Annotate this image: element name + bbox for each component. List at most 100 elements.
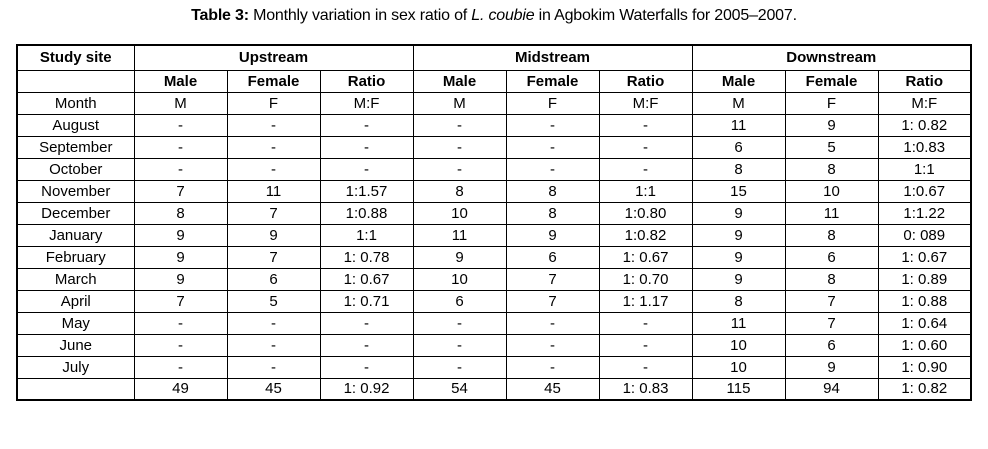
table-row-november: November 7 11 1:1.57 8 8 1:1 15 10 1:0.67 <box>16 179 972 203</box>
month-cell: November <box>16 179 135 203</box>
cell-downstream-ratio: 1:1 <box>877 157 972 181</box>
cell-downstream-female: 9 <box>784 113 879 137</box>
table-row-august: August - - - - - -11 9 1: 0.82 <box>16 113 972 137</box>
cell-upstream-female: 7 <box>226 245 321 269</box>
cell-upstream-ratio: 1: 0.67 <box>319 267 414 291</box>
cell-midstream-female: - <box>505 333 600 357</box>
header-upstream-male: Male <box>133 69 228 93</box>
header-month-label: Month <box>16 91 135 115</box>
cell-downstream-female: 9 <box>784 355 879 379</box>
cell-downstream-male: 9 <box>691 245 786 269</box>
cell-midstream-ratio: - <box>598 113 693 137</box>
cell-upstream-female: 9 <box>226 223 321 247</box>
header-midstream-female: Female <box>505 69 600 93</box>
cell-upstream-ratio: - <box>319 311 414 335</box>
cell-downstream-ratio: 1: 0.64 <box>877 311 972 335</box>
cell-downstream-ratio: 1:1.22 <box>877 201 972 225</box>
cell-upstream-female: - <box>226 135 321 159</box>
cell-downstream-male: 8 <box>691 157 786 181</box>
cell-downstream-ratio: 1: 0.90 <box>877 355 972 379</box>
cell-downstream-male: 9 <box>691 223 786 247</box>
cell-downstream-ratio: 0: 089 <box>877 223 972 247</box>
header-downstream-ratio: Ratio <box>877 69 972 93</box>
cell-midstream-female: 9 <box>505 223 600 247</box>
header-study-site: Study site <box>16 44 135 71</box>
cell-upstream-female: - <box>226 355 321 379</box>
cell-downstream-ratio: 1: 0.88 <box>877 289 972 313</box>
cell-upstream-ratio: - <box>319 355 414 379</box>
cell-midstream-female: 6 <box>505 245 600 269</box>
table-row-june: June - - - - - -10 6 1: 0.60 <box>16 333 972 357</box>
cell-midstream-female: - <box>505 113 600 137</box>
cell-downstream-female: 6 <box>784 245 879 269</box>
month-cell: September <box>16 135 135 159</box>
cell-upstream-male: 9 <box>133 223 228 247</box>
header-row-groups: Study site Upstream Midstream Downstream <box>16 44 972 71</box>
month-cell: July <box>16 355 135 379</box>
cell-upstream-male: - <box>133 157 228 181</box>
cell-downstream-ratio: 1: 0.82 <box>877 377 972 401</box>
table-row-september: September - - - - - -6 5 1:0.83 <box>16 135 972 159</box>
unit-downstream-ratio: M:F <box>877 91 972 115</box>
cell-downstream-ratio: 1: 0.82 <box>877 113 972 137</box>
cell-midstream-male: 10 <box>412 267 507 291</box>
table-row-december: December 8 7 1:0.88 10 8 1:0.80 9 11 1:1.22 <box>16 201 972 225</box>
cell-midstream-male: - <box>412 355 507 379</box>
header-downstream-female: Female <box>784 69 879 93</box>
cell-midstream-female: 8 <box>505 201 600 225</box>
cell-upstream-female: - <box>226 157 321 181</box>
cell-downstream-ratio: 1: 0.67 <box>877 245 972 269</box>
cell-midstream-ratio: 1: 0.83 <box>598 377 693 401</box>
cell-upstream-female: 11 <box>226 179 321 203</box>
caption-text-post: in Agbokim Waterfalls for 2005–2007. <box>534 7 797 24</box>
cell-midstream-ratio: 1: 1.17 <box>598 289 693 313</box>
cell-upstream-male: - <box>133 333 228 357</box>
cell-midstream-male: 9 <box>412 245 507 269</box>
table-row-march: March 9 6 1: 0.67 10 7 1: 0.70 9 8 1: 0.89 <box>16 267 972 291</box>
unit-midstream-ratio: M:F <box>598 91 693 115</box>
cell-midstream-male: - <box>412 113 507 137</box>
cell-upstream-female: 6 <box>226 267 321 291</box>
table-row-july: July - - - - - -10 9 1: 0.90 <box>16 355 972 379</box>
caption-species-name: L. coubie <box>471 7 535 24</box>
sex-ratio-table: Study site Upstream Midstream Downstream… <box>16 44 973 401</box>
caption-table-number: Table 3: <box>191 7 249 24</box>
month-cell: June <box>16 333 135 357</box>
cell-upstream-male: - <box>133 311 228 335</box>
header-upstream-female: Female <box>226 69 321 93</box>
cell-downstream-female: 11 <box>784 201 879 225</box>
cell-upstream-male: - <box>133 135 228 159</box>
cell-downstream-female: 8 <box>784 267 879 291</box>
cell-midstream-ratio: - <box>598 333 693 357</box>
unit-downstream-female: F <box>784 91 879 115</box>
cell-midstream-male: 8 <box>412 179 507 203</box>
month-cell: May <box>16 311 135 335</box>
cell-downstream-male: 9 <box>691 267 786 291</box>
cell-upstream-ratio: 1: 0.92 <box>319 377 414 401</box>
month-cell <box>16 377 135 401</box>
cell-upstream-ratio: - <box>319 135 414 159</box>
cell-downstream-male: 8 <box>691 289 786 313</box>
month-cell: August <box>16 113 135 137</box>
header-midstream-male: Male <box>412 69 507 93</box>
cell-midstream-female: 45 <box>505 377 600 401</box>
table-caption: Table 3: Monthly variation in sex ratio … <box>0 0 988 25</box>
cell-midstream-ratio: 1:0.80 <box>598 201 693 225</box>
cell-midstream-female: - <box>505 355 600 379</box>
table-row-february: February 9 7 1: 0.78 9 6 1: 0.67 9 6 1: 0.67 <box>16 245 972 269</box>
cell-midstream-female: - <box>505 157 600 181</box>
header-row-units: Month M F M:F M F M:F M F M:F <box>16 91 972 115</box>
cell-upstream-ratio: 1:1.57 <box>319 179 414 203</box>
cell-midstream-male: - <box>412 135 507 159</box>
cell-upstream-female: - <box>226 311 321 335</box>
cell-midstream-female: 7 <box>505 267 600 291</box>
cell-downstream-male: 11 <box>691 311 786 335</box>
cell-midstream-male: 11 <box>412 223 507 247</box>
cell-downstream-male: 10 <box>691 355 786 379</box>
table-row-may: May - - - - - -11 7 1: 0.64 <box>16 311 972 335</box>
cell-upstream-male: - <box>133 113 228 137</box>
header-row-subcolumns: Male Female Ratio Male Female Ratio Male… <box>16 69 972 93</box>
cell-midstream-male: - <box>412 311 507 335</box>
cell-downstream-male: 10 <box>691 333 786 357</box>
cell-downstream-ratio: 1: 0.89 <box>877 267 972 291</box>
